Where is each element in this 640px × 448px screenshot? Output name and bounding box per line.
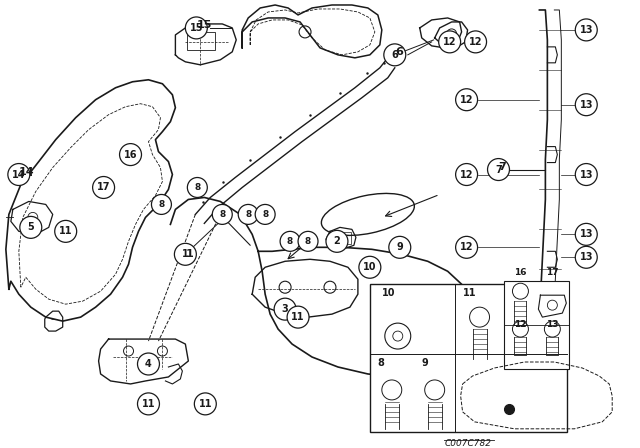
Circle shape (575, 246, 597, 268)
Circle shape (384, 44, 406, 66)
Text: 3: 3 (282, 304, 289, 314)
Text: 13: 13 (547, 320, 559, 329)
Bar (370, 284, 567, 432)
Text: 8: 8 (305, 237, 311, 246)
Text: 7: 7 (495, 164, 502, 175)
Circle shape (280, 231, 300, 251)
Circle shape (20, 216, 42, 238)
Circle shape (188, 177, 207, 198)
Text: 12: 12 (460, 95, 474, 105)
Circle shape (212, 204, 232, 224)
Text: 8: 8 (287, 237, 293, 246)
Circle shape (175, 243, 196, 265)
Text: 12: 12 (515, 320, 527, 329)
Text: C007C782: C007C782 (445, 439, 492, 448)
Text: 8: 8 (245, 210, 252, 219)
Circle shape (274, 298, 296, 320)
Text: 8: 8 (158, 200, 164, 209)
Text: 10: 10 (363, 262, 376, 272)
Text: 12: 12 (460, 242, 474, 252)
Text: 11: 11 (141, 399, 156, 409)
Circle shape (359, 256, 381, 278)
Circle shape (438, 31, 461, 53)
Text: 9: 9 (422, 358, 428, 368)
Circle shape (152, 194, 172, 215)
Circle shape (575, 164, 597, 185)
Text: 12: 12 (469, 37, 483, 47)
Text: 7: 7 (499, 162, 506, 172)
Circle shape (456, 237, 477, 258)
Circle shape (575, 19, 597, 41)
Text: 11: 11 (463, 288, 476, 298)
Text: 14: 14 (12, 169, 26, 180)
Text: 6: 6 (392, 50, 398, 60)
Text: 12: 12 (460, 169, 474, 180)
Text: 2: 2 (333, 237, 340, 246)
Circle shape (298, 231, 318, 251)
Text: 13: 13 (579, 100, 593, 110)
Text: 13: 13 (579, 252, 593, 262)
Text: 8: 8 (378, 358, 385, 368)
Circle shape (238, 204, 258, 224)
Text: 8: 8 (262, 210, 268, 219)
Text: 1: 1 (182, 249, 189, 259)
Circle shape (456, 164, 477, 185)
Text: 11: 11 (198, 399, 212, 409)
Text: 9: 9 (396, 242, 403, 252)
Text: 16: 16 (515, 268, 527, 277)
Circle shape (575, 224, 597, 246)
Text: 17: 17 (97, 182, 110, 193)
Text: 4: 4 (145, 359, 152, 369)
Circle shape (8, 164, 30, 185)
Text: 14: 14 (19, 167, 35, 177)
Circle shape (138, 353, 159, 375)
Text: 17: 17 (547, 268, 559, 277)
Circle shape (120, 144, 141, 166)
Text: 13: 13 (579, 25, 593, 35)
Circle shape (575, 94, 597, 116)
Text: 10: 10 (382, 288, 396, 298)
Text: 13: 13 (579, 169, 593, 180)
Text: 16: 16 (124, 150, 137, 159)
Text: 6: 6 (395, 47, 403, 57)
Text: 15: 15 (189, 23, 203, 33)
Circle shape (186, 17, 207, 39)
Circle shape (287, 306, 309, 328)
Circle shape (55, 220, 77, 242)
Bar (504, 281, 570, 369)
Text: 5: 5 (28, 222, 34, 233)
Circle shape (195, 393, 216, 415)
Circle shape (93, 177, 115, 198)
Bar (333, 233, 351, 244)
Text: 8: 8 (194, 183, 200, 192)
Circle shape (326, 230, 348, 252)
Circle shape (138, 393, 159, 415)
Text: 15: 15 (196, 20, 212, 30)
Text: 11: 11 (59, 226, 72, 237)
Circle shape (488, 159, 509, 181)
Text: 8: 8 (219, 210, 225, 219)
Circle shape (456, 89, 477, 111)
Text: 12: 12 (443, 37, 456, 47)
Text: 11: 11 (291, 312, 305, 322)
Text: 1: 1 (186, 249, 193, 259)
Text: 13: 13 (579, 229, 593, 239)
Bar (188, 32, 215, 50)
Circle shape (389, 237, 411, 258)
Circle shape (465, 31, 486, 53)
Circle shape (255, 204, 275, 224)
